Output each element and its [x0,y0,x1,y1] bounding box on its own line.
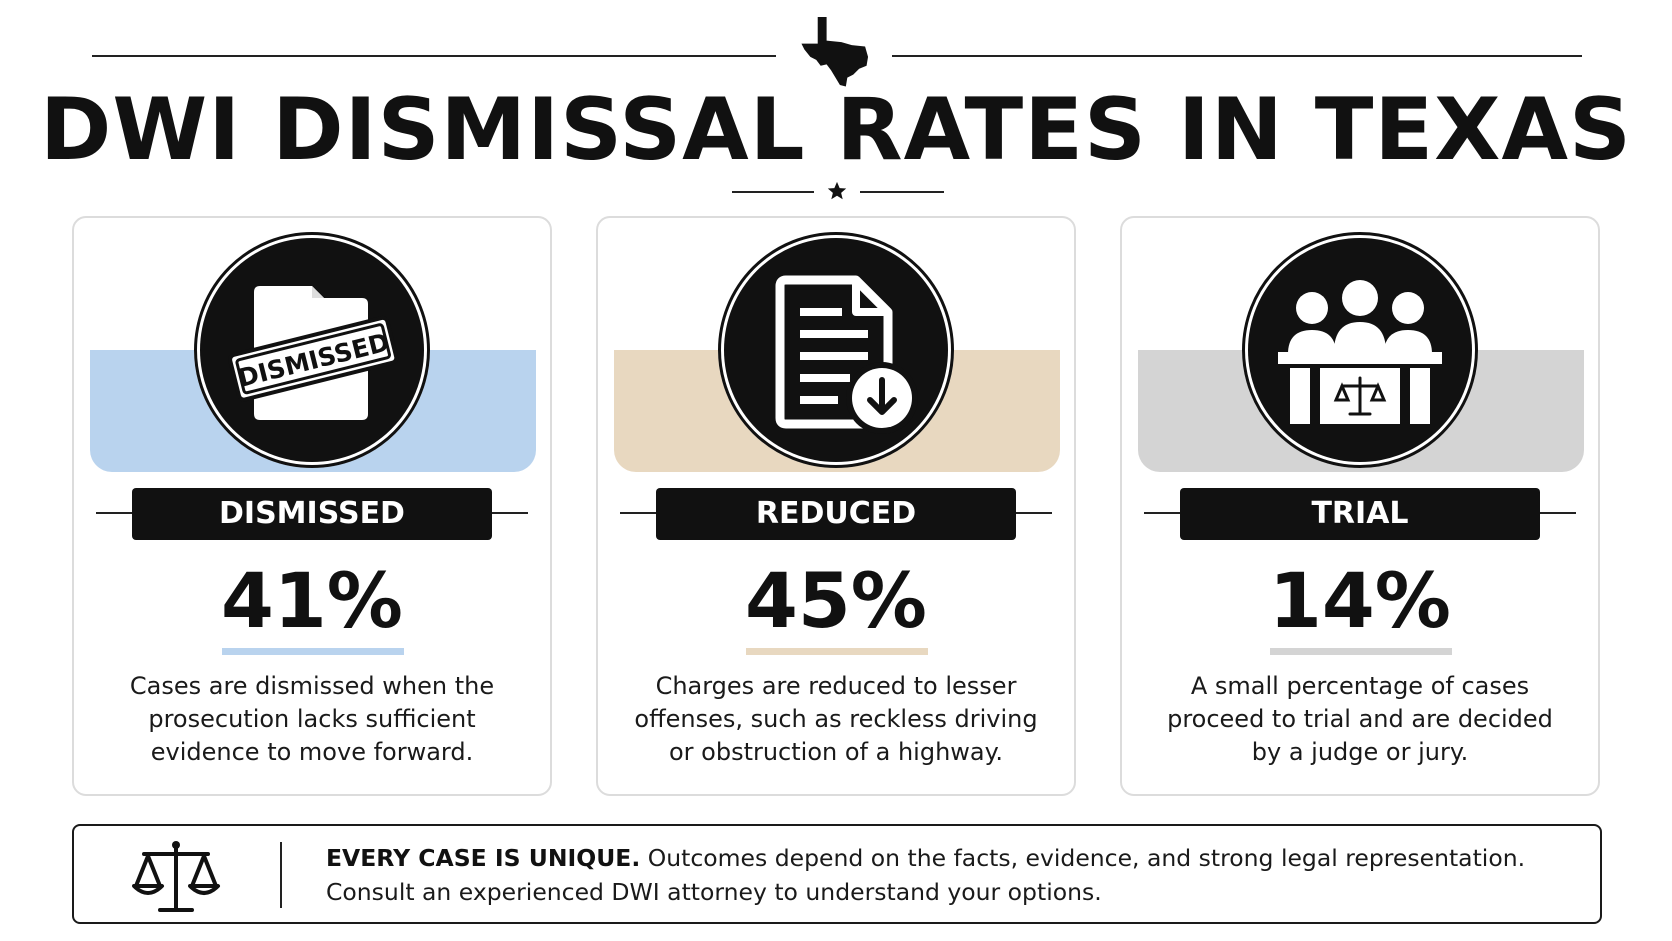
percentage-underline [746,648,928,655]
scales-of-justice-icon [132,841,220,912]
disclaimer-emphasis: EVERY CASE IS UNIQUE. [326,844,641,872]
percentage-underline [222,648,404,655]
texas-state-icon [801,16,869,87]
header-rule-left [92,55,776,57]
disclaimer-line-2: Consult an experienced DWI attorney to u… [326,878,1102,906]
disclaimer-text: EVERY CASE IS UNIQUE. Outcomes depend on… [326,841,1576,909]
category-label: REDUCED [656,488,1016,540]
title-underline-right [860,191,944,193]
card-dismissed: DISMISSED DISMISSED 41% Cases are dismis… [72,216,552,796]
label-rule-right [488,512,528,514]
label-rule-right [1012,512,1052,514]
emblem [718,232,954,468]
card-trial: TRIAL 14% A small percentage of cases pr… [1120,216,1600,796]
title-underline-left [732,191,814,193]
label-rule-right [1536,512,1576,514]
percentage-value: 41% [221,556,403,645]
emblem: DISMISSED [194,232,430,468]
percentage-value: 14% [1269,556,1451,645]
category-label: TRIAL [1180,488,1540,540]
card-description: Charges are reduced to lesser offenses, … [634,672,1038,766]
jury-courtroom-icon [1278,280,1442,424]
disclaimer-line-1: Outcomes depend on the facts, evidence, … [640,844,1526,872]
percentage-value: 45% [745,556,927,645]
star-icon [827,181,847,200]
category-label: DISMISSED [132,488,492,540]
card-description: Cases are dismissed when the prosecution… [129,672,495,766]
card-reduced: REDUCED 45% Charges are reduced to lesse… [596,216,1076,796]
dismissed-stamp-folder-icon: DISMISSED [228,286,399,420]
header-rule-right [892,55,1582,57]
card-description: A small percentage of cases proceed to t… [1167,672,1553,766]
percentage-underline [1270,648,1452,655]
label-rule-left [620,512,660,514]
disclaimer-box: EVERY CASE IS UNIQUE. Outcomes depend on… [72,824,1602,924]
emblem [1242,232,1478,468]
document-download-icon [775,275,918,434]
label-rule-left [96,512,136,514]
label-rule-left [1144,512,1184,514]
footer-divider [280,842,282,908]
page-title: DWI DISMISSAL RATES IN TEXAS [40,80,1632,180]
